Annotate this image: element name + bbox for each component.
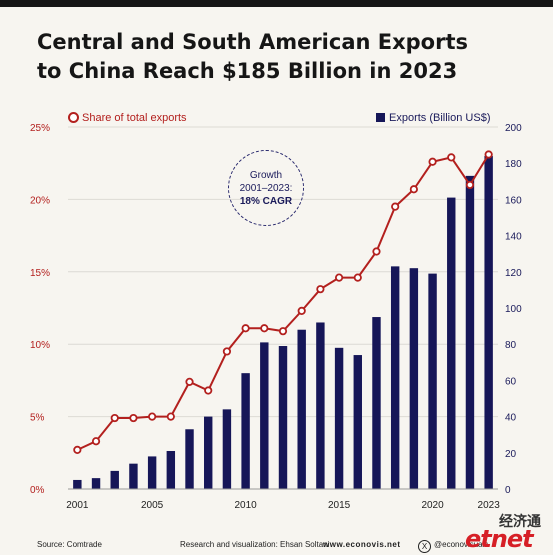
y-left-tick-label: 20% bbox=[30, 195, 50, 206]
bar bbox=[91, 478, 101, 489]
bar bbox=[409, 268, 419, 489]
y-right-tick-label: 160 bbox=[505, 195, 522, 206]
x-tick-label: 2005 bbox=[141, 500, 164, 511]
bar bbox=[147, 456, 157, 489]
y-right-tick-label: 80 bbox=[505, 340, 517, 351]
share-point bbox=[260, 324, 269, 333]
watermark-logo: etnet bbox=[465, 525, 534, 553]
bar bbox=[129, 463, 138, 489]
x-tick-label: 2015 bbox=[328, 500, 351, 511]
share-point bbox=[278, 327, 288, 336]
x-logo-icon: X bbox=[418, 540, 431, 553]
website-link[interactable]: www.econovis.net bbox=[323, 540, 401, 549]
share-point bbox=[204, 386, 213, 395]
chart-title-line-1: Central and South American Exports bbox=[37, 30, 469, 54]
credit-note: Research and visualization: Ehsan Soltan… bbox=[180, 540, 330, 549]
bar bbox=[260, 342, 269, 489]
share-point bbox=[166, 412, 175, 421]
share-point bbox=[91, 437, 101, 446]
share-point bbox=[222, 347, 232, 356]
social-handle[interactable]: X @econovisuals bbox=[418, 540, 488, 553]
share-point bbox=[484, 150, 493, 159]
growth-annotation-line-2: 2001–2023: bbox=[239, 182, 293, 194]
legend-share: Share of total exports bbox=[68, 112, 187, 124]
share-point bbox=[372, 247, 381, 256]
watermark-logo-cn: 经济通 bbox=[499, 514, 541, 530]
share-point bbox=[391, 202, 400, 211]
x-tick-label: 2001 bbox=[66, 500, 89, 511]
y-right-tick-label: 60 bbox=[505, 376, 517, 387]
y-right-tick-label: 40 bbox=[505, 413, 517, 424]
x-tick-label: 2023 bbox=[478, 500, 501, 511]
y-right-tick-label: 100 bbox=[505, 304, 522, 315]
bar bbox=[110, 470, 119, 489]
bar bbox=[297, 329, 306, 489]
chart-title-line-2: to China Reach $185 Billion in 2023 bbox=[37, 59, 458, 83]
bar bbox=[447, 197, 456, 489]
circle-marker-icon bbox=[68, 112, 79, 123]
y-left-tick-label: 15% bbox=[30, 268, 50, 279]
y-right-tick-label: 200 bbox=[505, 123, 522, 134]
y-left-tick-label: 10% bbox=[30, 340, 50, 351]
growth-annotation-line-1: Growth bbox=[249, 169, 283, 181]
y-right-tick-label: 20 bbox=[505, 449, 517, 460]
share-point bbox=[241, 324, 250, 333]
bar bbox=[204, 416, 213, 489]
growth-annotation: Growth 2001–2023: 18% CAGR bbox=[228, 150, 304, 226]
bar bbox=[185, 429, 194, 489]
share-point bbox=[110, 413, 119, 423]
share-point bbox=[73, 445, 82, 455]
bar bbox=[484, 155, 493, 489]
bar bbox=[222, 409, 232, 489]
bar bbox=[428, 273, 437, 489]
bar bbox=[372, 317, 381, 489]
share-point bbox=[428, 157, 437, 166]
y-left-tick-label: 0% bbox=[30, 485, 45, 496]
bar bbox=[316, 322, 325, 489]
legend-share-label: Share of total exports bbox=[82, 112, 187, 124]
square-marker-icon bbox=[376, 113, 385, 122]
bar bbox=[353, 355, 362, 489]
bar bbox=[278, 346, 288, 489]
y-right-tick-label: 180 bbox=[505, 159, 522, 170]
x-tick-label: 2010 bbox=[234, 500, 257, 511]
growth-annotation-line-3: 18% CAGR bbox=[239, 195, 293, 207]
share-point bbox=[334, 273, 344, 282]
y-right-tick-label: 140 bbox=[505, 232, 522, 243]
bar bbox=[465, 175, 475, 489]
bar bbox=[73, 479, 82, 489]
y-left-tick-label: 5% bbox=[30, 413, 45, 424]
source-note: Source: Comtrade bbox=[37, 540, 102, 549]
share-point bbox=[185, 377, 194, 386]
bar bbox=[241, 373, 250, 489]
bar bbox=[334, 347, 344, 489]
social-handle-label: @econovisuals bbox=[434, 540, 489, 549]
x-tick-label: 2020 bbox=[421, 500, 444, 511]
share-point bbox=[465, 180, 475, 190]
top-bar bbox=[0, 0, 553, 7]
share-point bbox=[353, 273, 362, 282]
share-point bbox=[316, 285, 325, 294]
y-right-tick-label: 0 bbox=[505, 485, 511, 496]
legend-exports-label: Exports (Billion US$) bbox=[389, 112, 491, 124]
bar bbox=[390, 266, 400, 489]
share-point bbox=[447, 153, 456, 162]
share-point bbox=[409, 185, 418, 194]
share-point bbox=[129, 413, 138, 423]
share-point bbox=[297, 306, 306, 315]
share-point bbox=[148, 412, 157, 421]
chart-title: Central and South American Exports to Ch… bbox=[37, 28, 537, 86]
legend-exports: Exports (Billion US$) bbox=[376, 112, 490, 124]
y-left-tick-label: 25% bbox=[30, 123, 50, 134]
bar bbox=[166, 450, 176, 489]
y-right-tick-label: 120 bbox=[505, 268, 522, 279]
